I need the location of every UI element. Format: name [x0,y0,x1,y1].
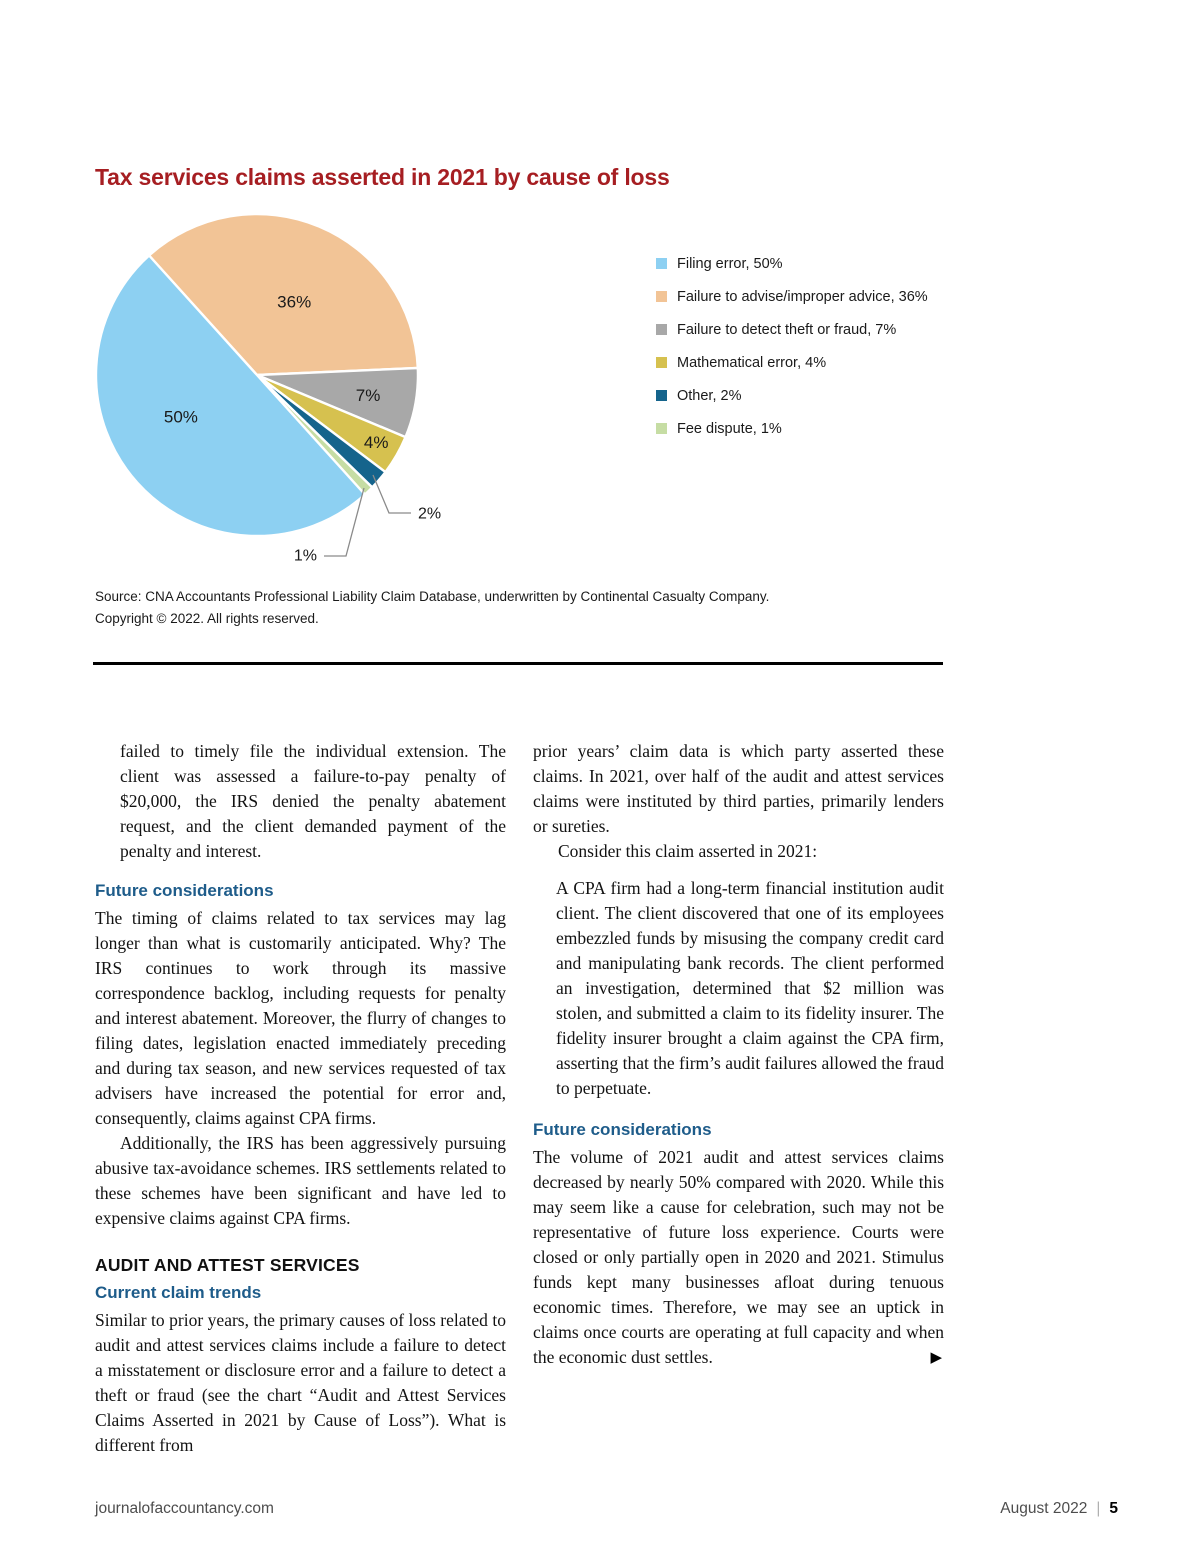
legend-item-failure-to-detect-theft-or-fraud: Failure to detect theft or fraud, 7% [656,313,928,346]
article-column-left: failed to timely file the individual ext… [95,739,506,1458]
pie-slice-failure-to-advise-improper-advice [147,212,419,377]
legend-label: Filing error, 50% [677,255,783,272]
paragraph-irs-schemes: Additionally, the IRS has been aggressiv… [95,1133,506,1228]
pie-value-label-failure-to-advise-improper-advice: 36% [277,292,311,311]
pie-value-label-mathematical-error: 4% [364,433,389,452]
legend-item-fee-dispute: Fee dispute, 1% [656,412,928,445]
end-of-article-marker-icon: ▶ [930,1348,942,1366]
pie-slice-filing-error [94,254,367,538]
footer-issue-date: August 2022 [1000,1500,1088,1517]
pie-value-label-filing-error: 50% [164,408,198,427]
legend-item-other: Other, 2% [656,379,928,412]
paragraph-consider-claim: Consider this claim asserted in 2021: [558,841,818,861]
legend-label: Failure to detect theft or fraud, 7% [677,321,897,338]
footer-issue-info: August 2022 | 5 [1000,1500,1118,1518]
legend-item-mathematical-error: Mathematical error, 4% [656,346,928,379]
paragraph-claim-volume: The volume of 2021 audit and attest serv… [533,1145,944,1370]
chart-source: Source: CNA Accountants Professional Lia… [95,586,769,630]
heading-future-considerations-right: Future considerations [533,1120,712,1139]
paragraph-similar-prior-years: Similar to prior years, the primary caus… [95,1310,506,1455]
legend-label: Fee dispute, 1% [677,420,782,437]
continued-case-block: failed to timely file the individual ext… [120,741,506,861]
footer-page-number: 5 [1109,1500,1118,1517]
legend-swatch-icon [656,423,667,434]
leader-line-other [372,474,411,514]
legend-label: Mathematical error, 4% [677,354,827,371]
pie-value-label-failure-to-detect-theft-or-fraud: 7% [356,386,381,405]
legend-swatch-icon [656,324,667,335]
legend-swatch-icon [656,291,667,302]
paragraph-prior-years-claim-data: prior years’ claim data is which party a… [533,741,944,836]
heading-current-claim-trends: Current claim trends [95,1283,262,1302]
pie-value-label-other: 2% [418,506,441,523]
leader-line-fee-dispute [324,487,365,557]
article-column-right: prior years’ claim data is which party a… [533,739,944,1370]
source-line-1: Source: CNA Accountants Professional Lia… [95,589,770,604]
paragraph-claim-volume-text: The volume of 2021 audit and attest serv… [533,1147,944,1367]
footer-separator: | [1096,1500,1101,1517]
paragraph-claim-timing: The timing of claims related to tax serv… [95,908,506,1128]
legend-label: Failure to advise/improper advice, 36% [677,288,928,305]
footer-website: journalofaccountancy.com [95,1500,274,1517]
legend-swatch-icon [656,258,667,269]
legend-item-failure-to-advise-improper-advice: Failure to advise/improper advice, 36% [656,280,928,313]
source-line-2: Copyright © 2022. All rights reserved. [95,611,319,626]
section-divider-rule [93,662,943,665]
legend-item-filing-error: Filing error, 50% [656,247,928,280]
chart-title: Tax services claims asserted in 2021 by … [95,164,670,190]
legend-label: Other, 2% [677,387,742,404]
pie-chart: 50% 36% 7% 4% 2% 1% [94,212,441,565]
legend-swatch-icon [656,390,667,401]
heading-audit-attest-services: AUDIT AND ATTEST SERVICES [95,1255,360,1275]
pie-value-label-fee-dispute: 1% [294,548,317,565]
cpa-firm-case-quote: A CPA firm had a long-term financial ins… [556,878,944,1098]
legend-swatch-icon [656,357,667,368]
chart-legend: Filing error, 50% Failure to advise/impro… [656,247,928,445]
heading-future-considerations-left: Future considerations [95,881,274,900]
